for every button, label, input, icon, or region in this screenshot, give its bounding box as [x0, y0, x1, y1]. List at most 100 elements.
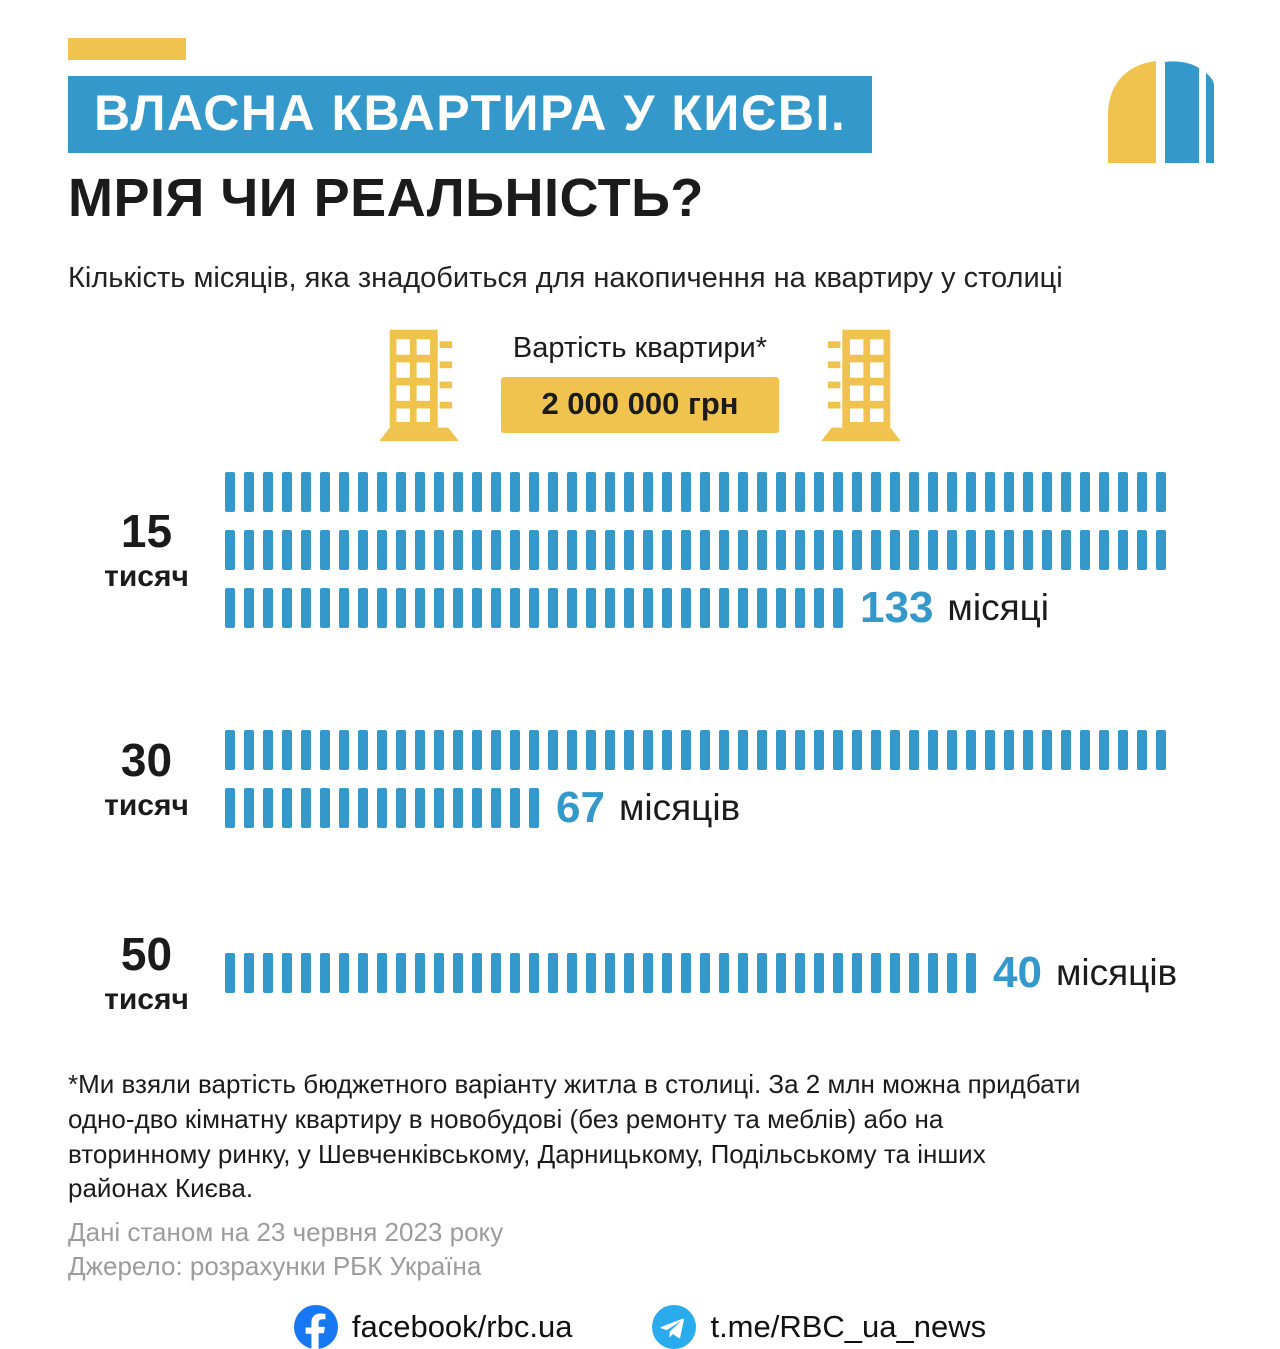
tally-tick: [833, 587, 843, 628]
tally-tick: [624, 952, 634, 993]
tally-tick: [1023, 729, 1033, 770]
tally-tick: [1042, 529, 1052, 570]
tally-tick: [529, 471, 539, 512]
tally-tick: [548, 471, 558, 512]
tally-tick: [415, 529, 425, 570]
tally-tick: [282, 529, 292, 570]
tally-tick: [282, 471, 292, 512]
building-icon: [373, 324, 465, 444]
tally-tick: [643, 952, 653, 993]
tally-tick: [434, 952, 444, 993]
tally-tick: [320, 471, 330, 512]
tally-tick: [1156, 471, 1166, 512]
tally-tick: [1137, 529, 1147, 570]
tally-tick: [396, 471, 406, 512]
tally-tick: [510, 729, 520, 770]
tally-tick: [1042, 471, 1052, 512]
months-unit: місяці: [947, 586, 1050, 628]
tally-tick: [225, 529, 235, 570]
months-value: 40: [993, 947, 1042, 997]
tally-line: 40 місяців: [225, 948, 1280, 997]
tally-tick: [776, 587, 786, 628]
tally-tick: [377, 471, 387, 512]
tally-tick: [776, 529, 786, 570]
infographic: ВЛАСНА КВАРТИРА У КИЄВІ. МРІЯ ЧИ РЕАЛЬНІ…: [68, 38, 1280, 1349]
tally-tick: [814, 952, 824, 993]
tally-tick: [339, 587, 349, 628]
tally-tick: [396, 952, 406, 993]
tally-tick: [890, 529, 900, 570]
facebook-icon: [293, 1305, 338, 1349]
tally-tick: [605, 952, 615, 993]
tally-tick: [434, 529, 444, 570]
tally-tick: [909, 952, 919, 993]
tally-tick: [529, 787, 539, 828]
tally-tick: [662, 587, 672, 628]
tally-tick: [1156, 529, 1166, 570]
tally-tick: [377, 952, 387, 993]
tally-tick: [567, 529, 577, 570]
tally-tick: [966, 729, 976, 770]
tally-tick: [586, 587, 596, 628]
tally-tick: [510, 587, 520, 628]
chart-subtitle: Кількість місяців, яка знадобиться для н…: [68, 261, 1063, 294]
tally-tick: [700, 587, 710, 628]
tally-tick: [643, 471, 653, 512]
tally-tick: [681, 529, 691, 570]
page-title: МРІЯ ЧИ РЕАЛЬНІСТЬ?: [68, 167, 704, 228]
tally-tick: [643, 587, 653, 628]
tally-tick: [814, 529, 824, 570]
tally-tick: [301, 587, 311, 628]
tally-tick: [1061, 471, 1071, 512]
tally-tick: [244, 587, 254, 628]
tally-tick: [567, 587, 577, 628]
tally-tick: [871, 729, 881, 770]
facebook-link[interactable]: facebook/rbc.ua: [293, 1305, 572, 1349]
tally-tick: [396, 729, 406, 770]
tally-tick: [491, 787, 501, 828]
telegram-link[interactable]: t.me/RBC_ua_news: [652, 1305, 986, 1349]
tally-tick: [567, 471, 577, 512]
footer: facebook/rbc.ua t.me/RBC_ua_news: [0, 1305, 1280, 1349]
tally-tick: [928, 729, 938, 770]
tally-tick: [719, 952, 729, 993]
tally-tick: [795, 471, 805, 512]
tally-tick: [605, 529, 615, 570]
salary-label-50k: 50 тисяч: [68, 929, 225, 1016]
tally-tick: [1137, 729, 1147, 770]
tally-line: 133 місяці: [225, 583, 1280, 632]
tally-tick: [339, 729, 349, 770]
tally-tick: [529, 587, 539, 628]
tally-tick: [244, 471, 254, 512]
telegram-icon: [652, 1305, 697, 1349]
tally-tick: [681, 729, 691, 770]
tally-tick: [605, 587, 615, 628]
tally-tick: [681, 587, 691, 628]
tally-tick: [947, 471, 957, 512]
tally-tick: [548, 529, 558, 570]
tally-tick: [624, 587, 634, 628]
tally-tick: [738, 529, 748, 570]
tally-tick: [719, 529, 729, 570]
tally-tick: [624, 529, 634, 570]
rbc-ukraine-logo-icon: [1100, 55, 1218, 167]
page-title-highlight: ВЛАСНА КВАРТИРА У КИЄВІ.: [68, 76, 873, 153]
tally-tick: [909, 529, 919, 570]
tally-tick: [339, 952, 349, 993]
tally-tick: [491, 587, 501, 628]
tally-tick: [795, 529, 805, 570]
tally-tick: [1080, 729, 1090, 770]
tally-tick: [548, 587, 558, 628]
tally-tick: [358, 587, 368, 628]
tally-tick: [1118, 529, 1128, 570]
tally-rows: 67 місяців: [225, 729, 1280, 832]
tally-tick: [320, 587, 330, 628]
price-label: Вартість квартири*: [512, 331, 768, 364]
tally-tick: [928, 529, 938, 570]
tally-tick: [396, 529, 406, 570]
tally-tick: [1099, 471, 1109, 512]
tally-tick: [966, 952, 976, 993]
chart-row-30k: 30 тисяч 67 місяців: [68, 729, 1280, 832]
tally-tick: [434, 471, 444, 512]
tally-tick: [871, 471, 881, 512]
